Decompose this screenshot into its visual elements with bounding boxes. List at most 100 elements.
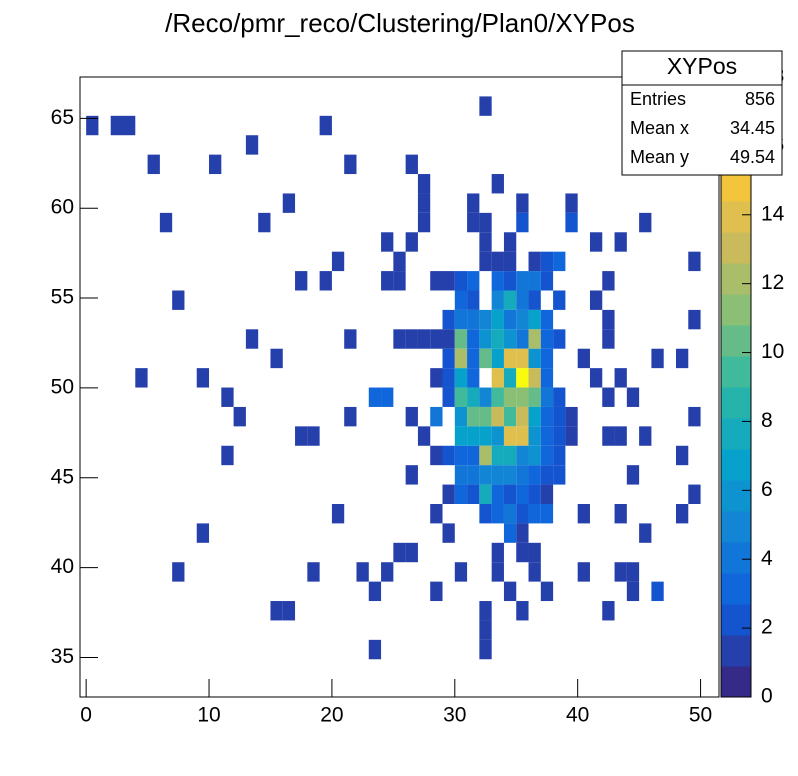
cell	[540, 465, 554, 485]
cell	[356, 562, 369, 582]
cell	[196, 368, 210, 388]
cell	[405, 329, 418, 349]
cell	[540, 406, 554, 427]
chart-title: /Reco/pmr_reco/Clustering/Plan0/XYPos	[165, 8, 635, 38]
cell	[442, 484, 455, 504]
cell	[553, 251, 566, 272]
x-tick-label: 50	[689, 704, 712, 727]
y-tick-label: 35	[51, 645, 74, 668]
cell	[344, 329, 357, 349]
cell	[381, 387, 394, 407]
cell	[503, 368, 517, 388]
cell	[307, 562, 320, 582]
cell	[405, 542, 418, 563]
cell	[528, 542, 541, 563]
cell	[442, 387, 455, 407]
cell	[503, 581, 517, 602]
cell	[491, 562, 504, 582]
cell	[503, 465, 517, 485]
cell	[491, 445, 504, 466]
cell	[417, 329, 431, 349]
cell	[602, 329, 615, 349]
cell	[516, 445, 529, 466]
cell	[270, 348, 283, 369]
cell	[516, 503, 529, 524]
cell	[491, 426, 504, 446]
palette-band	[721, 325, 751, 357]
cell	[467, 212, 480, 233]
cell	[626, 562, 640, 582]
y-tick-label: 65	[51, 106, 74, 129]
cell	[319, 115, 332, 136]
cell	[467, 426, 480, 446]
cell	[528, 445, 541, 466]
cell	[467, 348, 480, 369]
cell	[614, 426, 627, 446]
cell	[491, 271, 504, 291]
cell	[442, 309, 455, 330]
y-tick-label: 55	[51, 286, 74, 309]
cell	[479, 232, 492, 252]
cell	[479, 96, 492, 116]
cell	[491, 542, 504, 563]
stats-value: 856	[745, 89, 775, 109]
cell	[319, 271, 332, 291]
palette-band	[721, 511, 751, 543]
cell	[454, 329, 468, 349]
cell	[430, 271, 443, 291]
cell	[540, 251, 554, 272]
cell	[516, 348, 529, 369]
cell	[221, 445, 234, 466]
stats-frame	[621, 50, 783, 176]
z-tick-label: 10	[761, 340, 784, 363]
cell	[467, 445, 480, 466]
z-tick-label: 12	[761, 271, 784, 294]
cell	[516, 426, 529, 446]
cell	[430, 406, 443, 427]
cell	[221, 387, 234, 407]
cell	[553, 290, 566, 310]
cell	[577, 503, 590, 524]
cell	[405, 232, 418, 252]
z-tick-label: 0	[761, 685, 773, 708]
cell	[454, 387, 468, 407]
cell	[503, 232, 517, 252]
cell	[639, 523, 652, 543]
cell	[479, 484, 492, 504]
cell	[528, 503, 541, 524]
cell	[675, 348, 689, 369]
z-tick-label: 2	[761, 616, 773, 639]
cell	[528, 309, 541, 330]
cell	[479, 465, 492, 485]
cell	[503, 387, 517, 407]
cell	[467, 465, 480, 485]
cell	[344, 154, 357, 175]
cell	[626, 465, 640, 485]
cell	[454, 271, 468, 291]
x-tick-label: 30	[443, 704, 466, 727]
x-tick-label: 40	[566, 704, 589, 727]
cell	[491, 503, 504, 524]
cell	[516, 368, 529, 388]
palette-band	[721, 387, 751, 419]
cell	[553, 445, 566, 466]
cell	[528, 484, 541, 504]
cell	[417, 426, 431, 446]
palette-band	[721, 449, 751, 481]
cell	[467, 329, 480, 349]
cell	[688, 251, 701, 272]
palette-band	[721, 542, 751, 574]
cell	[479, 251, 492, 272]
cell	[442, 523, 455, 543]
cell	[381, 271, 394, 291]
cell	[479, 212, 492, 233]
palette-band	[721, 232, 751, 264]
stats-label: Mean x	[630, 118, 689, 138]
cell	[295, 426, 308, 446]
cell	[626, 581, 640, 602]
cell	[467, 193, 480, 213]
cell	[331, 251, 345, 272]
stats-label: Mean y	[630, 147, 689, 167]
cell	[86, 115, 99, 136]
